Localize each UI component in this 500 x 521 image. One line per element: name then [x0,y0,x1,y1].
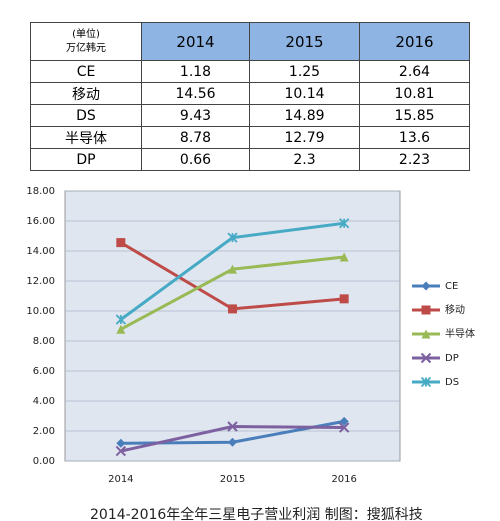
legend-label: DP [445,353,459,364]
table-cell: 14.89 [249,104,360,127]
marker [116,238,126,248]
y-tick-label: 6.00 [33,366,55,377]
marker [421,281,431,291]
unit-label: 万亿韩元 [66,42,106,54]
legend-label: 移动 [445,303,465,316]
marker [338,422,350,433]
marker [227,421,238,432]
table-cell: 2.23 [359,148,470,171]
y-tick-label: 16.00 [26,216,55,227]
marker [228,264,237,274]
marker [420,376,432,388]
marker [339,416,349,426]
y-tick-label: 2.00 [33,426,55,437]
y-tick-label: 8.00 [33,336,55,347]
table-cell: 13.6 [359,126,470,149]
y-tick-label: 10.00 [26,306,55,317]
table-cell: 0.66 [141,148,250,171]
y-tick-label: 18.00 [26,186,55,197]
marker [228,437,237,447]
y-tick-label: 0.00 [33,456,55,467]
legend-label: DS [445,377,459,388]
marker [339,218,350,229]
plot-area [64,190,401,462]
table-cell: 15.85 [359,104,470,127]
marker [420,352,432,364]
table-cell: 2.3 [249,148,360,171]
marker [115,445,127,457]
table-cell: 1.25 [249,60,360,83]
column-header: 2015 [249,22,360,61]
table-cell: 1.18 [141,60,250,83]
column-header: 2014 [141,22,250,61]
table-cell: 2.64 [359,60,470,83]
column-header: 2016 [359,22,470,61]
row-header: DS [30,104,142,127]
marker [228,304,237,314]
x-tick-label: 2016 [331,474,356,485]
marker [421,305,431,315]
marker [227,232,238,243]
table-cell: 8.78 [141,126,250,149]
x-tick-label: 2015 [220,474,245,485]
table-cell: 14.56 [141,82,250,105]
row-header: CE [30,60,142,83]
data-table: (单位) 万亿韩元 2014 2015 2016 CE 1.18 1.25 2.64 移动… [30,22,470,171]
y-tick-label: 4.00 [33,396,55,407]
table-cell: 10.14 [249,82,360,105]
row-header: DP [30,148,142,171]
legend-label: CE [445,281,458,292]
y-tick-label: 14.00 [26,246,55,257]
unit-label: (单位) [72,28,100,40]
chart: 0.00 2.00 4.00 6.00 8.00 10.00 12.00 14.00 16.00… [26,186,475,521]
table-cell: 12.79 [249,126,360,149]
marker [115,314,126,325]
marker [116,324,126,334]
y-tick-label: 12.00 [26,276,55,287]
table-cell: 10.81 [359,82,470,105]
caption: 2014-2016年全年三星电子营业利润 制图：搜狐科技 [90,506,423,521]
marker [116,438,126,448]
row-header: 半导体 [30,126,142,149]
table-cell: 9.43 [141,104,250,127]
marker [339,294,349,304]
row-header: 移动 [30,82,142,105]
marker [421,329,431,339]
x-tick-label: 2014 [108,474,133,485]
unit-cell: (单位) 万亿韩元 [30,22,142,61]
marker [339,252,349,262]
legend-label: 半导体 [445,327,475,340]
